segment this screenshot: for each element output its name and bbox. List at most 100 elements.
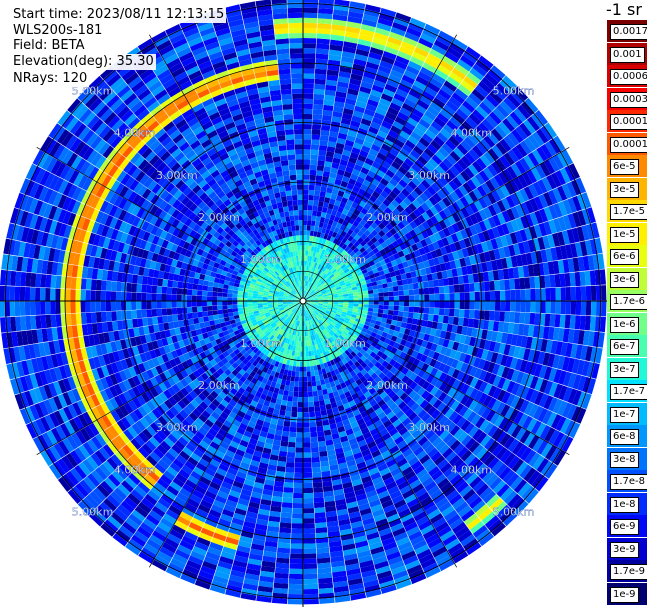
ppi-cell [408, 306, 415, 313]
ppi-cell [356, 43, 371, 52]
ppi-cell [312, 236, 317, 242]
ppi-cell [435, 93, 449, 105]
ppi-cell [388, 305, 394, 311]
ppi-cell [347, 16, 363, 24]
ppi-cell [359, 123, 370, 131]
ppi-cell [303, 220, 308, 226]
ppi-cell [387, 36, 403, 46]
ppi-cell [353, 303, 359, 307]
ppi-cell [323, 255, 329, 262]
ppi-cell [310, 266, 314, 273]
ppi-cell [427, 125, 440, 136]
ppi-cell [440, 84, 455, 97]
ppi-cell [306, 235, 310, 241]
ppi-cell [365, 61, 380, 70]
ppi-cell [279, 522, 292, 529]
ppi-cell [331, 116, 342, 123]
ppi-cell [358, 200, 367, 208]
ppi-cell [391, 161, 401, 170]
ppi-cell [434, 301, 440, 308]
ppi-cell [344, 103, 355, 111]
ppi-cell [277, 542, 291, 549]
ppi-cell [408, 289, 415, 296]
ppi-cell [324, 197, 331, 204]
ppi-cell [318, 8, 334, 15]
ppi-cell [410, 56, 425, 67]
ppi-cell [325, 262, 330, 269]
ppi-cell [346, 134, 356, 143]
ppi-cell [400, 41, 416, 52]
ppi-cell [373, 297, 379, 301]
ppi-cell [304, 275, 306, 281]
ppi-cell [398, 306, 404, 312]
ppi-cell [303, 27, 317, 34]
ppi-cell [322, 176, 329, 183]
ppi-cell [307, 205, 313, 211]
ppi-cell [438, 286, 445, 294]
ppi-cell [437, 278, 444, 287]
ppi-cell [335, 142, 345, 150]
ppi-cell [283, 420, 291, 427]
ppi-cell [331, 162, 340, 169]
ppi-cell [335, 174, 344, 181]
ppi-cell [494, 280, 500, 291]
ppi-cell [380, 93, 394, 103]
ppi-cell [341, 113, 353, 121]
ppi-cell [303, 17, 318, 24]
ppi-cell [376, 152, 387, 161]
ppi-cell [351, 201, 359, 209]
ppi-cell [479, 310, 485, 320]
ppi-cell [303, 245, 306, 251]
ppi-cell [373, 210, 381, 219]
ppi-cell [373, 304, 379, 309]
ppi-cell [365, 211, 373, 219]
ppi-cell [424, 57, 440, 69]
ppi-cell [402, 36, 418, 47]
ppi-cell [346, 183, 355, 190]
ppi-cell [418, 137, 430, 148]
ppi-cell [311, 284, 315, 289]
ppi-cell [308, 200, 314, 206]
ppi-cell [388, 74, 402, 84]
ppi-cell [320, 212, 327, 218]
ppi-cell [383, 305, 389, 310]
ppi-cell [387, 286, 394, 292]
ppi-cell [489, 310, 495, 321]
ppi-cell [353, 58, 367, 67]
ppi-cell [303, 291, 306, 297]
ppi-cell [363, 191, 372, 200]
ppi-cell [344, 31, 360, 39]
ppi-cell [303, 290, 305, 296]
ppi-cell [306, 230, 311, 236]
ppi-cell [321, 227, 327, 234]
ppi-cell [316, 275, 321, 281]
ppi-cell [360, 24, 376, 33]
ppi-cell [304, 291, 307, 297]
ppi-cell [320, 266, 325, 272]
ppi-cell [290, 553, 303, 559]
ppi-cell [323, 250, 329, 256]
ppi-cell [325, 269, 330, 275]
ppi-cell [399, 46, 414, 56]
ppi-cell [549, 274, 556, 288]
ppi-cell [415, 122, 428, 133]
ppi-cell [323, 233, 329, 240]
ppi-cell [279, 527, 292, 534]
ppi-cell [313, 231, 318, 237]
ppi-cell [353, 295, 359, 299]
ppi-cell [509, 278, 516, 290]
ppi-cell [303, 235, 307, 241]
ppi-cell [280, 517, 292, 524]
ppi-cell [373, 112, 385, 121]
ppi-cell [290, 543, 303, 549]
ppi-cell [334, 147, 344, 155]
ppi-cell [373, 308, 379, 313]
ppi-cell [316, 425, 324, 432]
ppi-cell [285, 462, 295, 468]
ppi-cell [316, 211, 322, 217]
ppi-cell [550, 287, 556, 301]
ppi-cell [297, 351, 301, 357]
ppi-cell [303, 558, 317, 564]
ppi-cell [529, 312, 536, 325]
ppi-cell [368, 126, 379, 135]
